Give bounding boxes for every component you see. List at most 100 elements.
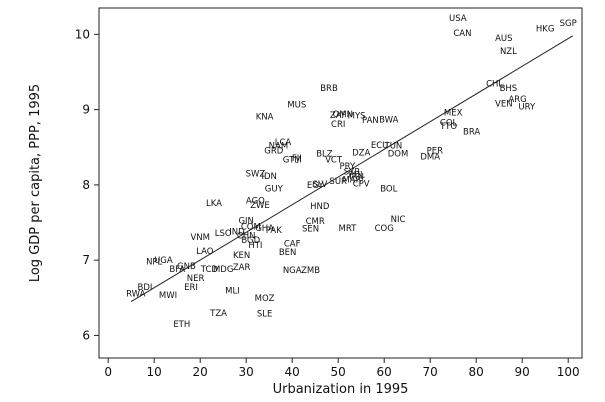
point-label-ecu: ECU [371, 141, 389, 151]
point-label-irn: IRN [349, 173, 364, 183]
fit-line-group [130, 35, 574, 302]
point-label-mwi: MWI [159, 291, 177, 301]
point-label-sen: SEN [302, 225, 319, 235]
point-label-mrt: MRT [338, 224, 357, 234]
axes: 0 10 20 30 40 50 60 70 80 90 100 6 7 8 9 10 [75, 7, 583, 379]
point-label-kna: KNA [256, 112, 274, 122]
y-tick-label: 10 [75, 27, 90, 41]
x-axis-label: Urbanization in 1995 [273, 382, 409, 397]
point-label-rwa: RWA [126, 289, 146, 299]
point-label-bfa: BFA [169, 265, 185, 275]
point-label-zmb: ZMB [301, 266, 320, 276]
point-label-mex: MEX [444, 109, 463, 119]
point-label-nic: NIC [391, 215, 406, 225]
x-tick-label: 100 [557, 365, 580, 379]
point-label-gnb: GNB [177, 262, 196, 272]
point-label-col: COL [440, 118, 458, 128]
point-label-hti: HTI [248, 241, 262, 251]
point-label-phl: PHL [348, 170, 365, 180]
point-label-eri: ERI [184, 283, 198, 293]
point-label-mdg: MDG [213, 265, 233, 275]
point-label-pry: PRY [340, 162, 356, 172]
point-label-usa: USA [449, 14, 467, 24]
point-label-aus: AUS [495, 34, 512, 44]
point-label-cpv: CPV [353, 179, 370, 189]
point-label-com: COM [241, 222, 261, 232]
point-label-moz: MOZ [255, 294, 275, 304]
point-label-lao: LAO [196, 247, 214, 257]
point-label-mar: MAR [342, 176, 361, 186]
point-label-nga: NGA [283, 266, 302, 276]
point-label-ken: KEN [233, 251, 250, 261]
fit-line [130, 35, 574, 302]
point-label-swz: SWZ [246, 170, 266, 180]
point-label-tza: TZA [209, 309, 227, 319]
point-label-can: CAN [453, 29, 471, 39]
point-label-dma: DMA [420, 152, 440, 162]
point-label-chn: CHN [237, 231, 256, 241]
point-label-sgp: SGP [560, 19, 577, 29]
point-label-mli: MLI [225, 286, 240, 296]
point-label-tun: TUN [384, 142, 403, 152]
point-label-cmr: CMR [306, 217, 325, 227]
point-label-ury: URY [518, 103, 536, 113]
point-label-dza: DZA [352, 149, 370, 159]
point-label-bdi: BDI [138, 283, 153, 293]
point-label-eth: ETH [173, 320, 190, 330]
point-label-fji: FJI [292, 154, 302, 164]
point-label-egy: EGY [307, 181, 325, 191]
point-label-ind: IND [229, 228, 245, 238]
point-label-zwe: ZWE [250, 201, 270, 211]
point-label-bgd: BGD [241, 236, 260, 246]
point-label-syr: SYR [344, 167, 361, 177]
point-label-lka: LKA [206, 199, 222, 209]
x-tick-label: 80 [469, 365, 484, 379]
point-label-pan: PAN [362, 116, 379, 126]
point-label-cog: COG [375, 224, 394, 234]
point-label-caf: CAF [284, 240, 301, 250]
x-tick-label: 50 [331, 365, 346, 379]
point-label-omn: OMN [333, 110, 353, 120]
point-label-nzl: NZL [500, 47, 517, 57]
y-tick-label: 7 [82, 253, 90, 267]
point-label-mus: MUS [287, 100, 306, 110]
point-label-slv: SLV [312, 180, 327, 190]
point-label-ago: AGO [246, 197, 265, 207]
point-label-ben: BEN [279, 248, 297, 258]
point-label-grd: GRD [264, 146, 283, 156]
point-label-hkg: HKG [536, 24, 555, 34]
point-label-blz: BLZ [316, 149, 333, 159]
point-label-ven: VEN [495, 100, 513, 110]
point-label-sur: SUR [329, 177, 347, 187]
point-label-ner: NER [187, 274, 205, 284]
point-label-hnd: HND [310, 202, 330, 212]
point-label-vct: VCT [325, 155, 343, 165]
x-tick-label: 0 [104, 365, 112, 379]
x-tick-label: 30 [239, 365, 254, 379]
point-label-bol: BOL [380, 185, 397, 195]
y-axis-label: Log GDP per capita, PPP, 1995 [28, 84, 43, 282]
point-label-sle: SLE [257, 310, 273, 320]
point-label-gha: GHA [255, 224, 274, 234]
point-label-zaf: ZAF [330, 111, 347, 121]
point-label-guy: GUY [265, 185, 284, 195]
point-label-bhs: BHS [500, 84, 518, 94]
x-tick-label: 90 [515, 365, 530, 379]
point-label-gin: GIN [238, 216, 253, 226]
point-label-dom: DOM [388, 149, 409, 159]
point-label-vnm: VNM [190, 233, 210, 243]
point-label-idn: IDN [261, 172, 276, 182]
point-label-zar: ZAR [233, 263, 251, 273]
point-label-npl: NPL [146, 258, 162, 268]
point-label-bwa: BWA [379, 115, 398, 125]
point-label-mys: MYS [348, 112, 366, 122]
plot-frame [98, 7, 583, 359]
point-label-arg: ARG [508, 95, 526, 105]
point-label-tcd: TCD [200, 265, 219, 275]
point-label-tto: TTO [439, 122, 457, 132]
x-tick-label: 70 [423, 365, 438, 379]
y-tick-label: 6 [82, 328, 90, 342]
x-tick-label: 20 [193, 365, 208, 379]
